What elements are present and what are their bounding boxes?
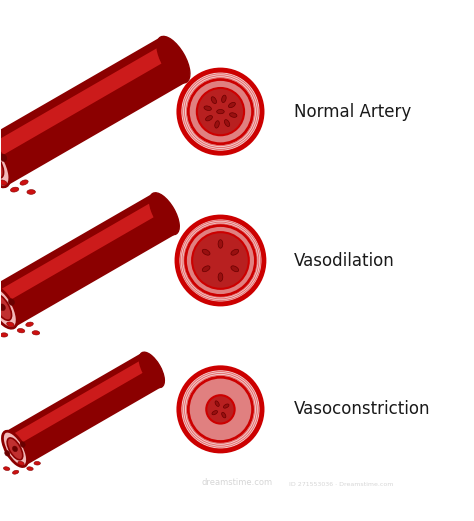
Ellipse shape [224,120,230,127]
Polygon shape [0,200,163,305]
Circle shape [188,377,253,441]
Ellipse shape [12,446,18,452]
Text: Vasodilation: Vasodilation [294,252,394,269]
Ellipse shape [18,461,24,465]
Ellipse shape [215,121,219,128]
Ellipse shape [0,154,7,162]
Ellipse shape [217,109,224,114]
Circle shape [179,368,262,451]
Ellipse shape [3,467,10,470]
Ellipse shape [27,190,36,194]
Ellipse shape [0,140,10,187]
Circle shape [197,88,244,135]
Ellipse shape [204,106,211,110]
Text: Normal Artery: Normal Artery [294,103,411,121]
Ellipse shape [10,187,19,192]
Ellipse shape [27,467,33,470]
Ellipse shape [211,97,217,104]
Ellipse shape [231,249,238,255]
Ellipse shape [20,180,28,185]
Ellipse shape [229,113,237,117]
Circle shape [188,80,253,144]
Ellipse shape [202,266,210,272]
Ellipse shape [32,331,40,335]
Ellipse shape [212,411,218,415]
Polygon shape [0,44,172,162]
Ellipse shape [5,451,10,456]
Polygon shape [0,193,176,328]
Ellipse shape [34,462,40,465]
Ellipse shape [20,442,25,448]
Ellipse shape [228,102,236,108]
Ellipse shape [218,240,223,248]
Ellipse shape [7,322,14,327]
Circle shape [177,217,264,304]
Polygon shape [8,358,151,447]
Ellipse shape [0,294,11,320]
Ellipse shape [231,266,238,272]
Ellipse shape [2,431,27,467]
Ellipse shape [26,322,33,327]
Ellipse shape [157,36,190,83]
Ellipse shape [202,249,210,255]
Ellipse shape [222,412,226,418]
Ellipse shape [215,401,219,406]
Ellipse shape [0,180,7,185]
Polygon shape [5,353,162,466]
Ellipse shape [150,193,179,234]
Ellipse shape [17,329,25,333]
Ellipse shape [0,333,8,337]
Ellipse shape [206,116,212,121]
Ellipse shape [223,404,229,408]
Ellipse shape [0,149,4,178]
Ellipse shape [0,304,5,311]
Text: dreamstime.com: dreamstime.com [201,478,273,487]
Ellipse shape [139,352,164,388]
Circle shape [179,70,262,153]
Circle shape [206,395,235,424]
Ellipse shape [222,95,226,103]
Circle shape [192,232,249,289]
Text: ID 271553036 · Dreamstime.com: ID 271553036 · Dreamstime.com [289,482,393,487]
Ellipse shape [0,287,17,328]
Ellipse shape [12,470,19,474]
Ellipse shape [7,438,23,460]
Ellipse shape [9,299,15,305]
Polygon shape [0,37,186,186]
Ellipse shape [218,273,223,281]
Text: Vasoconstriction: Vasoconstriction [294,400,430,418]
Circle shape [185,226,255,295]
